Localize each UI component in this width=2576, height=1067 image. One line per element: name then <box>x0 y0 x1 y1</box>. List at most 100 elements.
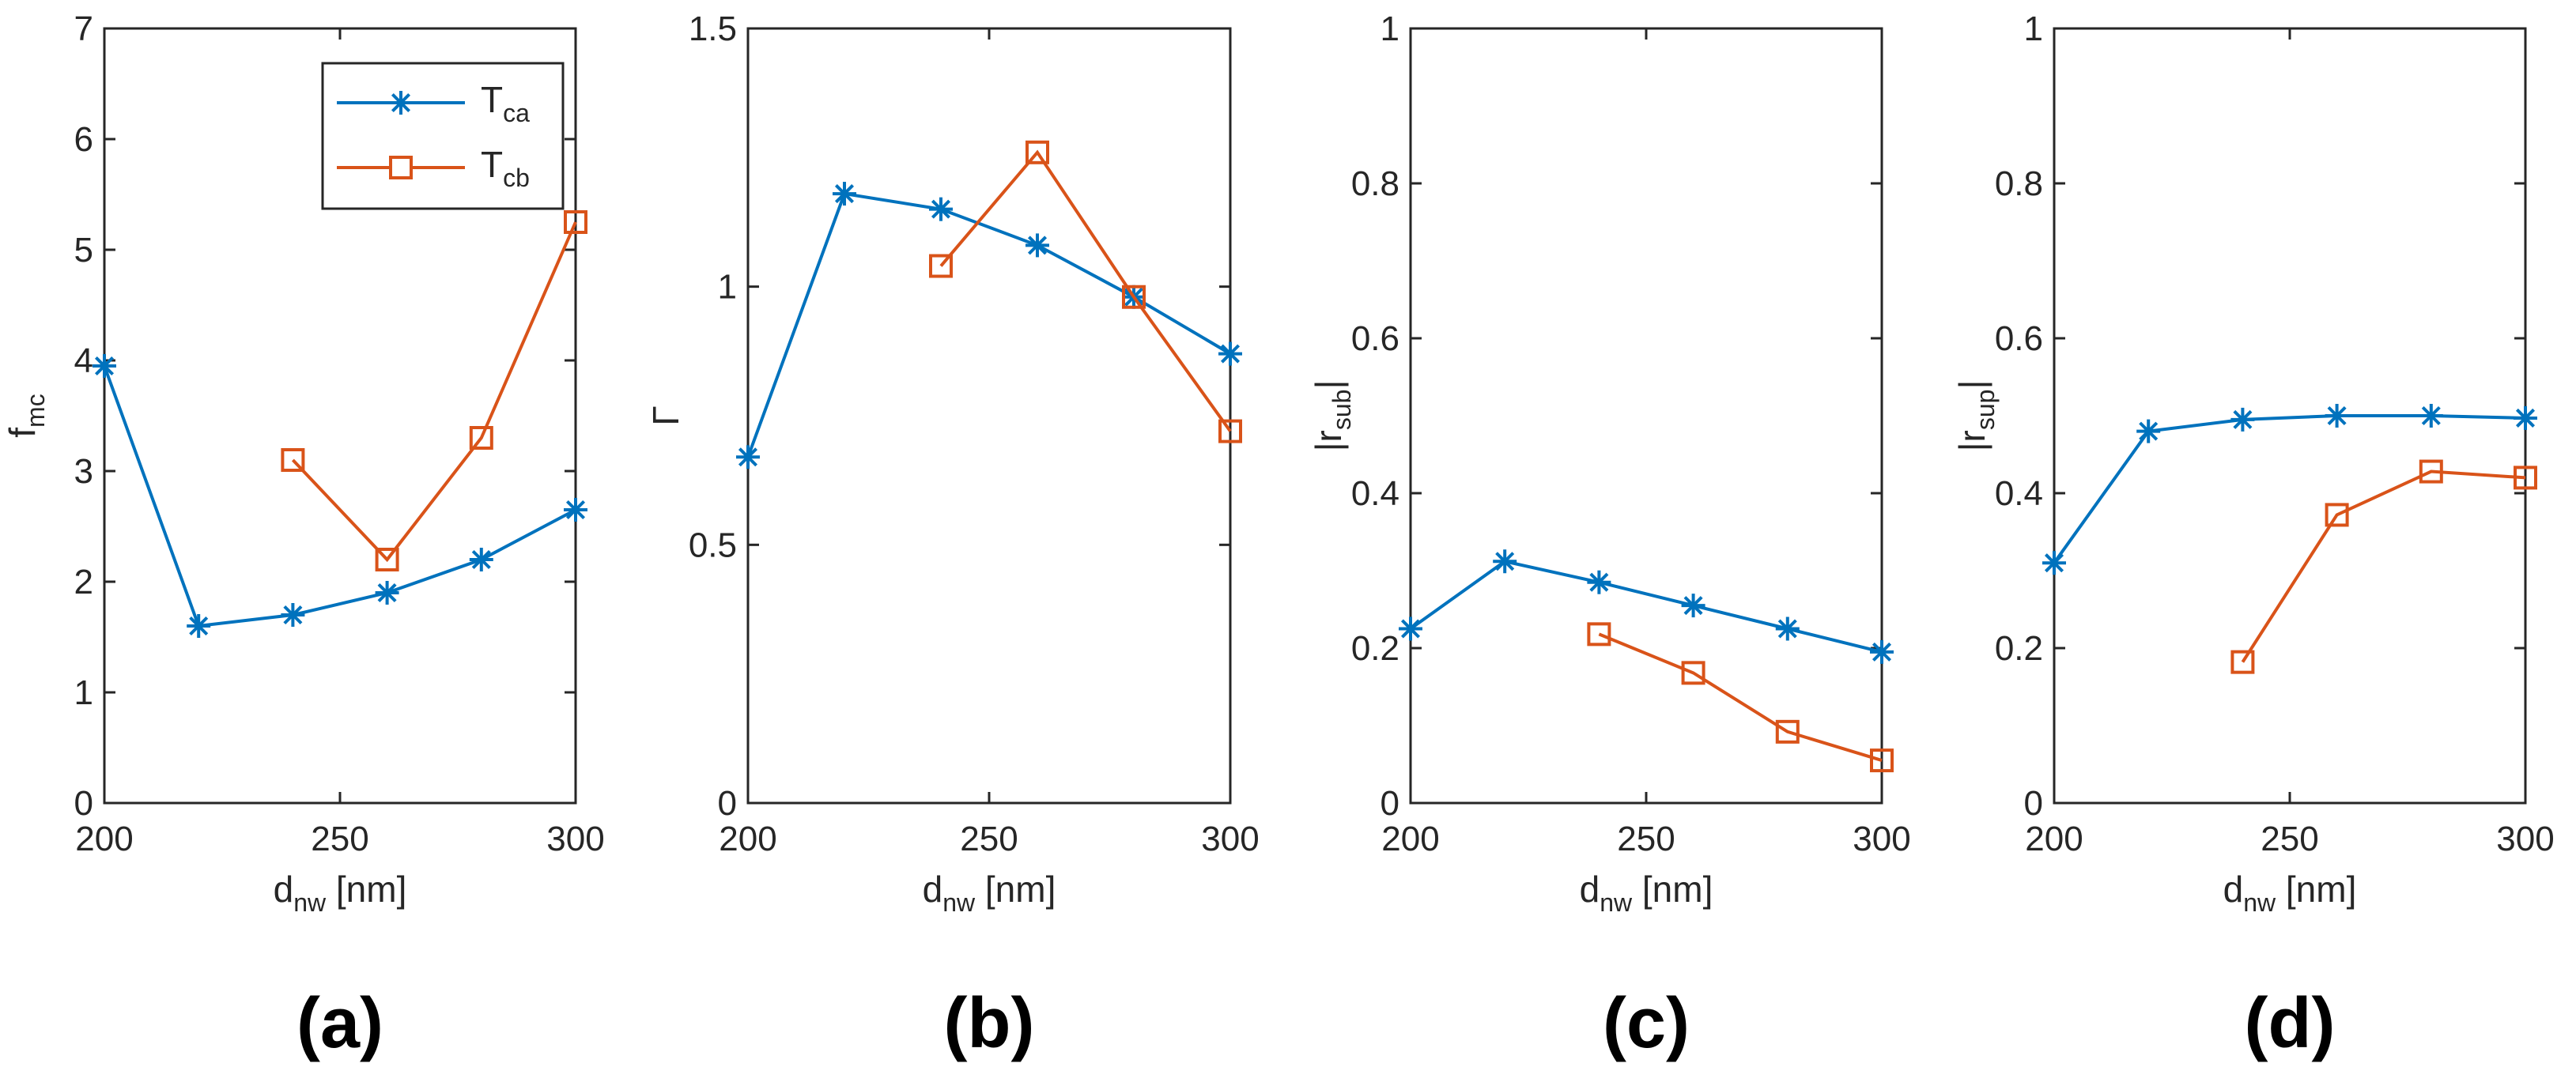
y-tick-label-a: 0 <box>74 784 93 823</box>
y-axis-label-d-main: |r <box>1951 430 1992 451</box>
y-axis-label-c-suffix: | <box>1308 380 1349 390</box>
data-point-tca-c <box>1587 570 1611 594</box>
legend-marker-tcb <box>389 156 413 179</box>
data-point-tca-b <box>929 197 953 221</box>
x-tick-label-a: 200 <box>75 820 133 858</box>
data-point-tcb-b <box>1025 140 1049 164</box>
panel-label-d: (d) <box>2245 984 2336 1063</box>
y-tick-label-a: 3 <box>74 452 93 491</box>
x-axis-label-a-unit: [nm] <box>326 869 406 910</box>
x-axis-label-d-unit: [nm] <box>2276 869 2356 910</box>
y-tick-label-d: 0 <box>2024 784 2043 823</box>
y-tick-label-b: 0 <box>718 784 737 823</box>
data-point-tca-a <box>469 548 493 571</box>
x-axis-label-d-main: d <box>2223 869 2244 910</box>
y-tick-label-c: 0.8 <box>1351 164 1399 203</box>
data-point-tcb-d <box>2514 466 2537 490</box>
x-tick-label-d: 300 <box>2496 820 2554 858</box>
data-point-tca-c <box>1870 639 1894 664</box>
panel-label-c: (c) <box>1603 984 1690 1063</box>
x-axis-label-a: dnw [nm] <box>274 869 407 917</box>
legend-label-tca-sub: ca <box>503 99 530 127</box>
axes-box-b <box>746 27 1232 805</box>
y-tick-label-c: 1 <box>1381 9 1399 48</box>
x-axis-label-b-sub: nw <box>942 888 976 917</box>
data-point-tcb-d <box>2325 503 2349 527</box>
data-point-tcb-a <box>564 210 587 234</box>
data-point-tca-d <box>2325 404 2349 428</box>
x-axis-label-d: dnw [nm] <box>2223 869 2357 917</box>
y-tick-label-a: 6 <box>74 120 93 159</box>
x-tick-label-b: 250 <box>960 820 1018 858</box>
series-line-tcb-b <box>939 149 1232 432</box>
series-line-tca-b <box>746 191 1232 458</box>
series-line-tca-d <box>2053 414 2526 564</box>
y-tick-label-d: 0.6 <box>1995 319 2043 358</box>
x-tick-label-c: 250 <box>1617 820 1675 858</box>
y-tick-label-c: 0.4 <box>1351 474 1399 513</box>
x-tick-label-d: 250 <box>2261 820 2318 858</box>
chart-panel-b: 0 0.5 1 1.5 200 250 300 dnw [nm] Γ (b) <box>645 9 1260 1063</box>
data-point-tcb-c <box>1681 661 1705 685</box>
data-point-tca-d <box>2136 419 2161 443</box>
data-point-tca-d <box>2419 404 2443 428</box>
x-tick-label-c: 200 <box>1381 820 1439 858</box>
data-point-tca-d <box>2230 407 2255 432</box>
data-point-tca-c <box>1399 616 1422 641</box>
series-line-tcb-d <box>2241 469 2526 663</box>
data-point-tca-d <box>2042 551 2066 575</box>
series-line-tcb-a <box>291 221 577 563</box>
y-axis-label-d-sub: sup <box>1971 390 2000 431</box>
x-axis-label-c-unit: [nm] <box>1632 869 1713 910</box>
x-axis-label-d-sub: nw <box>2243 888 2276 917</box>
legend-label-tca-main: T <box>481 79 503 120</box>
y-axis-label-c-sub: sub <box>1328 390 1356 431</box>
y-axis-label-a: fmc <box>2 394 50 437</box>
x-tick-label-a: 300 <box>546 820 604 858</box>
x-tick-label-b: 200 <box>719 820 776 858</box>
legend-marker-tca <box>389 91 413 115</box>
data-point-tca-b <box>1025 233 1049 258</box>
data-point-tca-a <box>564 498 587 522</box>
y-tick-label-d: 0.8 <box>1995 164 2043 203</box>
y-tick-label-a: 4 <box>74 341 93 380</box>
x-tick-label-b: 300 <box>1201 820 1259 858</box>
axes-box-c <box>1409 27 1883 805</box>
data-point-tcb-c <box>1870 748 1894 773</box>
data-point-tca-b <box>833 182 856 206</box>
x-tick-label-c: 300 <box>1853 820 1910 858</box>
data-point-tcb-a <box>375 548 399 571</box>
x-tick-label-d: 200 <box>2025 820 2083 858</box>
x-axis-label-c: dnw [nm] <box>1580 869 1713 917</box>
x-axis-label-a-main: d <box>274 869 294 910</box>
data-point-tca-c <box>1681 594 1705 618</box>
x-axis-label-a-sub: nw <box>293 888 327 917</box>
data-point-tca-c <box>1493 549 1517 574</box>
data-point-tcb-d <box>2230 650 2255 674</box>
y-axis-label-d: |rsup| <box>1951 380 2000 452</box>
y-tick-label-b: 1.5 <box>689 9 737 48</box>
panel-label-a: (a) <box>297 984 383 1063</box>
x-tick-label-a: 250 <box>311 820 368 858</box>
x-axis-label-b: dnw [nm] <box>923 869 1056 917</box>
legend-box <box>321 62 565 210</box>
x-axis-label-b-main: d <box>923 869 943 910</box>
y-tick-label-d: 0.4 <box>1995 474 2043 513</box>
data-point-tcb-a <box>469 426 493 450</box>
data-point-tca-d <box>2514 405 2537 430</box>
y-tick-label-c: 0.6 <box>1351 319 1399 358</box>
x-axis-label-c-sub: nw <box>1600 888 1633 917</box>
data-point-tcb-b <box>929 254 953 278</box>
series-line-tca-a <box>103 365 576 628</box>
data-point-tca-a <box>375 581 399 605</box>
data-point-tca-a <box>93 354 116 378</box>
y-axis-label-d-suffix: | <box>1951 380 1992 390</box>
panel-label-b: (b) <box>944 984 1035 1063</box>
legend-label-tcb-main: T <box>481 144 503 185</box>
y-axis-label-a-main: f <box>2 428 43 438</box>
data-point-tcb-a <box>281 448 305 472</box>
y-tick-label-c: 0.2 <box>1351 629 1399 668</box>
